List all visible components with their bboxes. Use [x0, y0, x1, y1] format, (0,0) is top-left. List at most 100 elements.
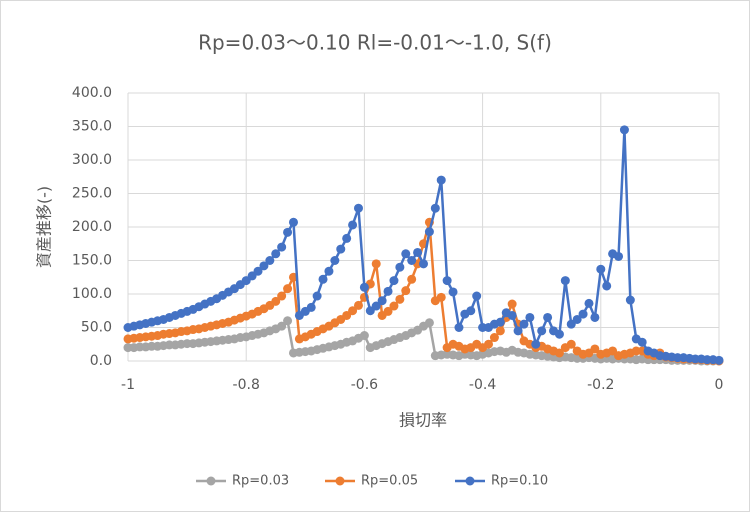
marker: [253, 266, 263, 276]
marker: [371, 259, 381, 269]
marker: [489, 333, 499, 343]
marker: [436, 175, 446, 185]
marker: [348, 220, 358, 230]
marker: [383, 306, 393, 316]
marker: [283, 316, 293, 326]
marker: [495, 317, 505, 327]
marker: [584, 298, 594, 308]
y-tick-label: 100.0: [72, 286, 112, 302]
marker: [342, 233, 352, 243]
marker: [377, 296, 387, 306]
marker: [566, 339, 576, 349]
marker: [531, 339, 541, 349]
marker: [519, 319, 529, 329]
marker: [336, 244, 346, 254]
marker: [625, 295, 635, 305]
y-tick-label: 50.0: [81, 320, 112, 336]
marker: [596, 264, 606, 274]
chart-title: Rp=0.03～0.10 Rl=-0.01～-1.0, S(f): [198, 31, 552, 55]
marker: [513, 326, 523, 336]
marker: [543, 312, 553, 322]
marker: [383, 286, 393, 296]
marker: [359, 331, 369, 341]
marker: [572, 314, 582, 324]
marker: [525, 312, 535, 322]
marker: [560, 276, 570, 286]
marker: [454, 323, 464, 332]
marker: [265, 256, 275, 265]
marker: [389, 276, 399, 286]
marker: [637, 337, 647, 347]
marker: [495, 326, 505, 336]
legend-marker: [465, 476, 475, 486]
marker: [277, 291, 287, 301]
marker: [554, 329, 564, 339]
marker: [407, 256, 417, 265]
legend-marker: [206, 476, 216, 486]
marker: [619, 125, 629, 135]
x-tick-label: -0.6: [351, 377, 378, 393]
marker: [424, 227, 434, 237]
marker: [472, 291, 482, 301]
marker: [395, 262, 405, 272]
marker: [466, 306, 476, 316]
marker: [277, 242, 287, 252]
y-tick-label: 150.0: [72, 253, 112, 269]
x-tick-label: -0.4: [469, 377, 496, 393]
marker: [602, 281, 612, 291]
marker: [283, 227, 293, 237]
marker: [330, 256, 340, 265]
y-tick-label: 300.0: [72, 152, 112, 168]
x-tick-label: -1: [121, 377, 135, 393]
x-axis-label: 損切率: [399, 411, 447, 430]
marker: [271, 296, 281, 306]
marker: [484, 339, 494, 349]
legend-label: Rp=0.03: [232, 474, 289, 489]
marker: [277, 321, 287, 331]
marker: [448, 287, 458, 297]
marker: [407, 274, 417, 284]
x-tick-label: -0.8: [233, 377, 260, 393]
y-tick-label: 0.0: [90, 353, 112, 369]
marker: [288, 217, 298, 227]
marker: [371, 301, 381, 311]
y-tick-label: 200.0: [72, 219, 112, 235]
legend-marker: [335, 476, 345, 486]
marker: [283, 284, 293, 294]
marker: [714, 355, 724, 365]
marker: [590, 344, 600, 354]
marker: [578, 309, 588, 319]
marker: [348, 306, 358, 316]
marker: [271, 249, 281, 259]
x-tick-label: 0: [715, 377, 724, 393]
marker: [318, 274, 328, 284]
marker: [419, 259, 428, 269]
marker: [614, 251, 624, 261]
marker: [395, 294, 405, 304]
marker: [306, 302, 316, 312]
marker: [401, 286, 411, 296]
marker: [424, 318, 434, 328]
marker: [507, 299, 517, 309]
marker: [359, 282, 369, 292]
marker: [353, 203, 363, 213]
y-tick-label: 400.0: [72, 85, 112, 101]
marker: [507, 310, 517, 320]
marker: [259, 261, 269, 271]
y-tick-label: 350.0: [72, 119, 112, 135]
marker: [430, 203, 440, 213]
y-axis-label: 資産推移(-): [35, 186, 54, 268]
marker: [312, 291, 322, 301]
marker: [537, 326, 547, 336]
legend-label: Rp=0.05: [361, 474, 418, 489]
marker: [353, 300, 363, 310]
marker: [401, 249, 411, 259]
x-tick-label: -0.2: [587, 377, 614, 393]
marker: [436, 292, 446, 302]
marker: [389, 301, 399, 311]
marker: [590, 312, 600, 322]
marker: [554, 348, 564, 358]
marker: [413, 247, 423, 257]
